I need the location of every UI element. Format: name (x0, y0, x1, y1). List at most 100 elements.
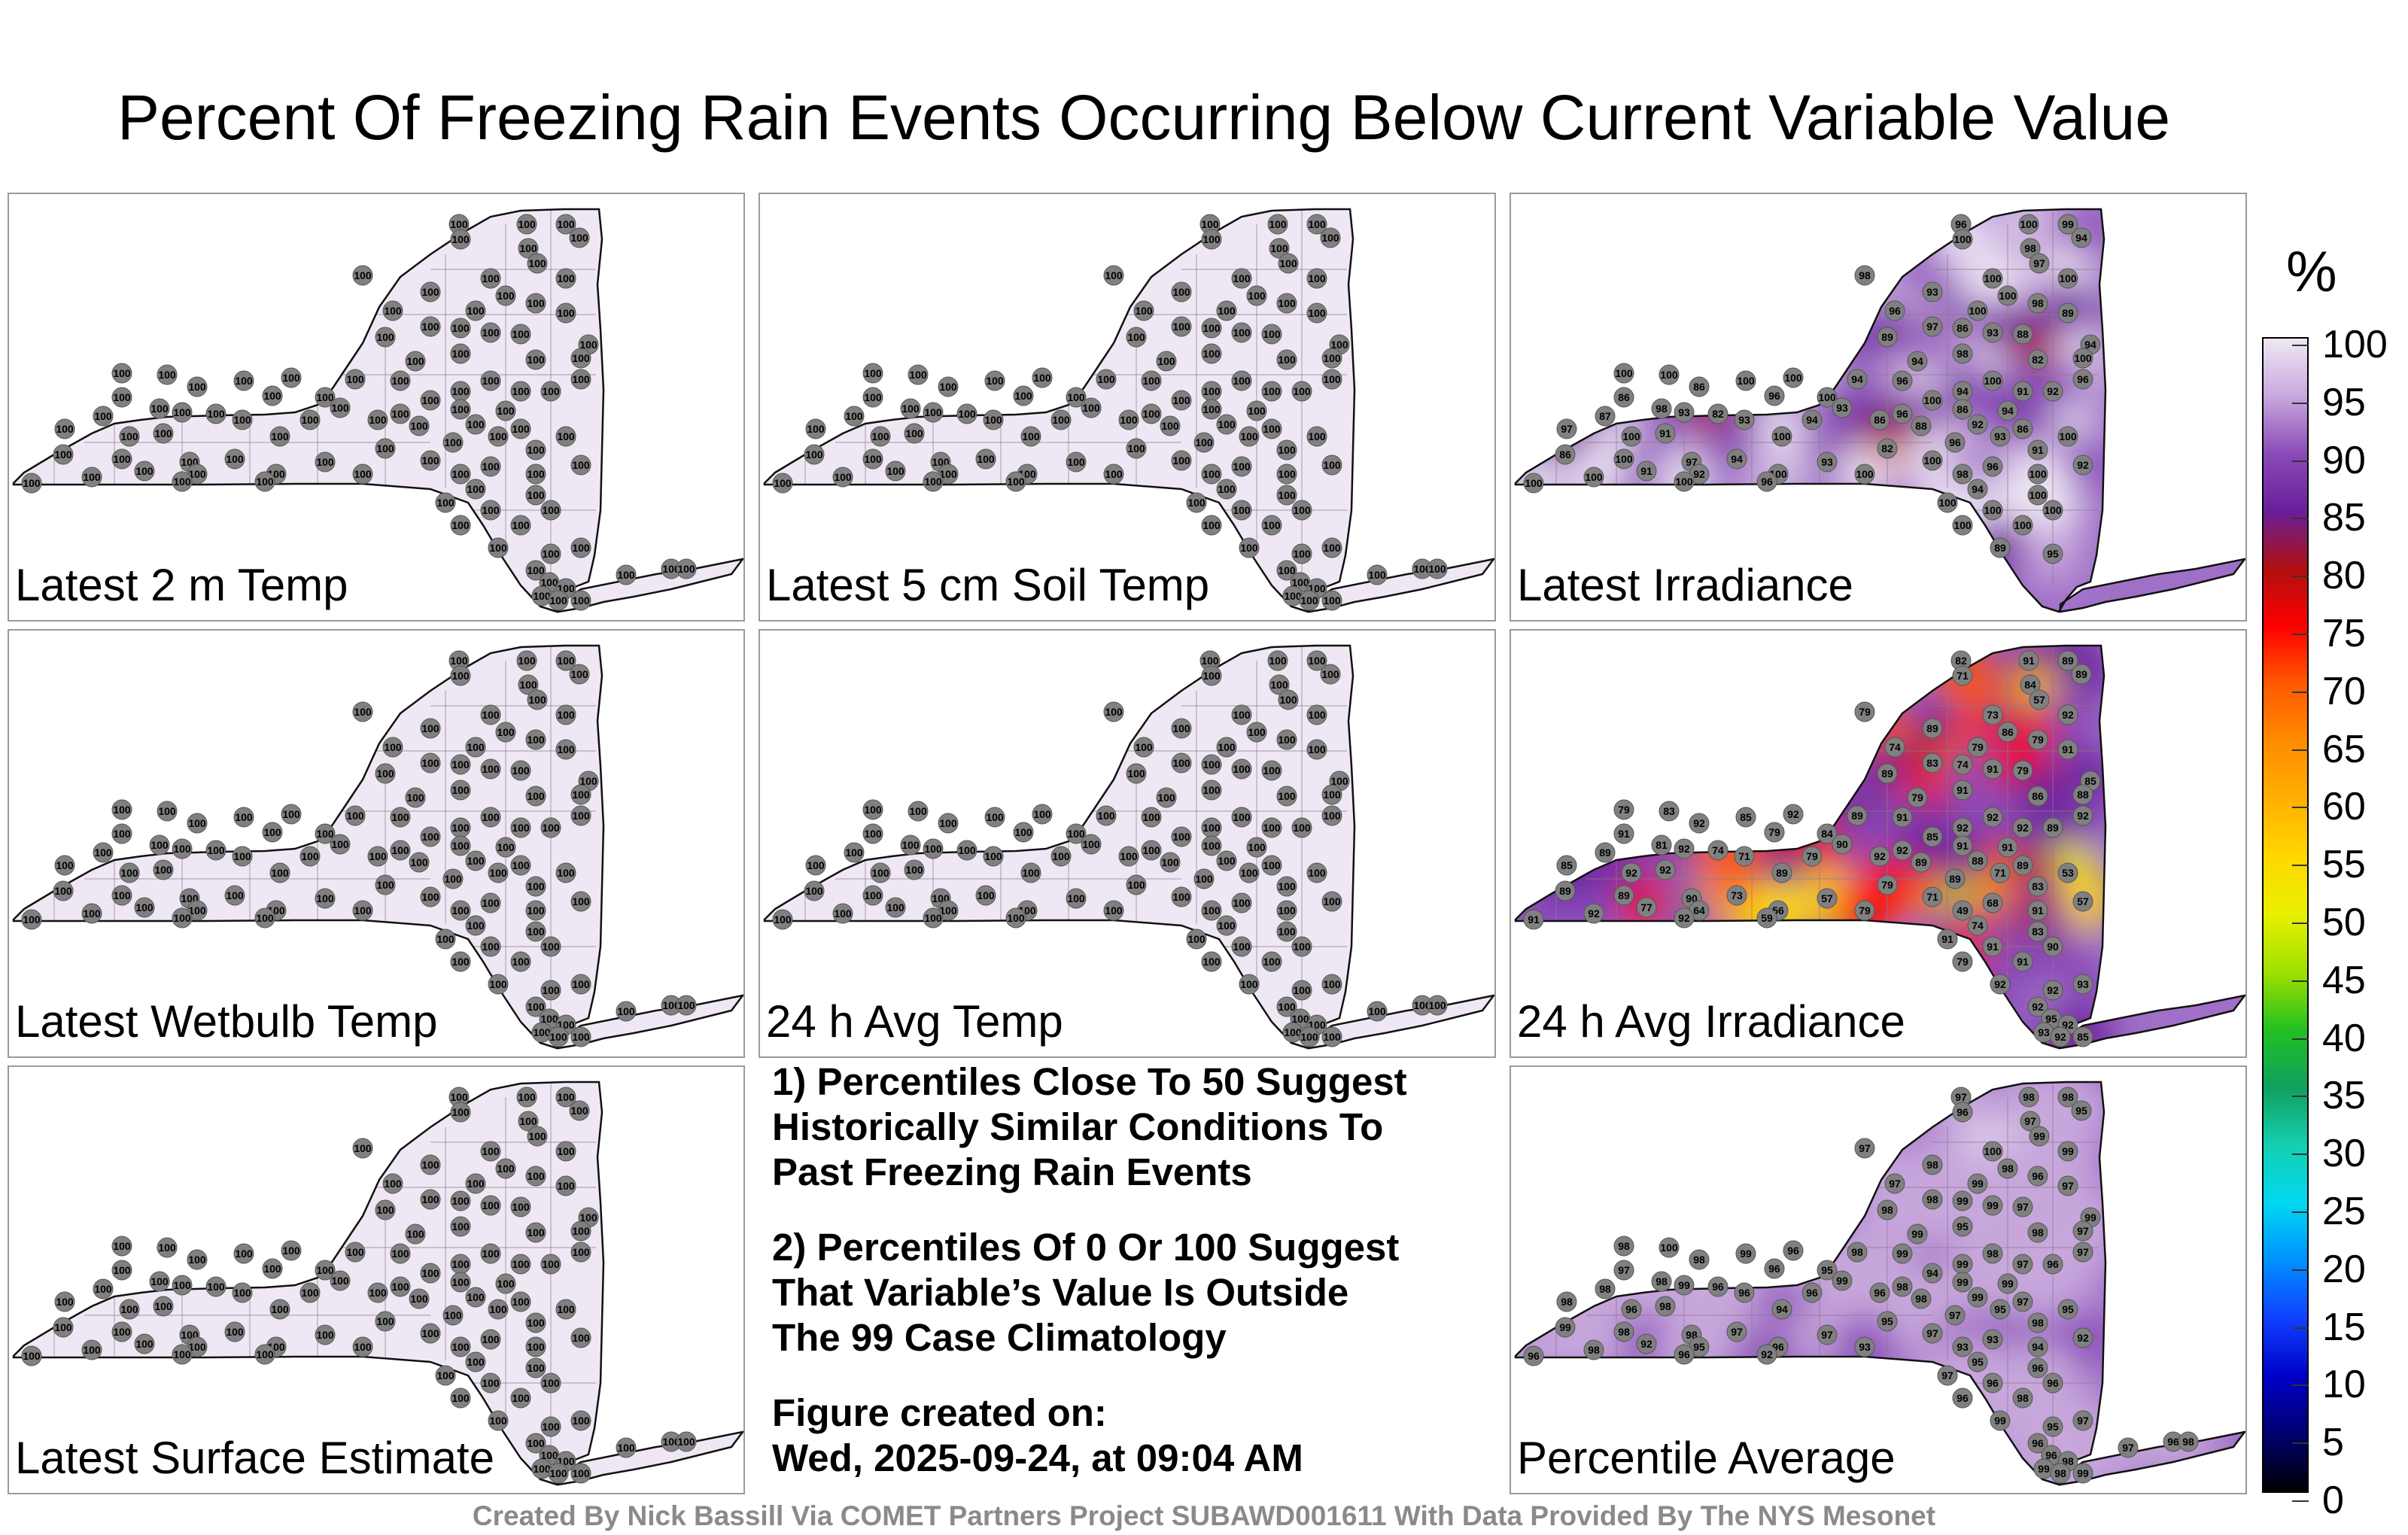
colorbar-tick-mark (2292, 345, 2309, 346)
station-dot (525, 729, 546, 750)
station-value: 100 (540, 576, 558, 588)
station-dot (269, 426, 290, 447)
station-dot (975, 885, 996, 906)
station-marker: 100 (1321, 348, 1342, 369)
station-value: 100 (527, 1362, 545, 1374)
station-marker: 98 (1854, 265, 1875, 286)
station-marker: 86 (1613, 387, 1634, 408)
station-marker: 100 (465, 850, 486, 871)
station-value: 100 (1413, 999, 1431, 1011)
station-marker: 92 (2027, 996, 2048, 1017)
station-dot (1231, 807, 1252, 828)
colorbar-tick-mark (2292, 634, 2309, 635)
station-marker: 91 (1655, 423, 1676, 444)
station-value: 91 (2017, 956, 2029, 968)
station-dot (525, 1433, 546, 1454)
station-marker: 100 (465, 737, 486, 758)
note-1-line-1: 1) Percentiles Close To 50 Suggest (772, 1060, 1407, 1103)
station-value: 94 (2075, 232, 2087, 244)
station-value: 89 (2075, 668, 2087, 680)
station-dot (450, 464, 471, 485)
station-dot (540, 1254, 561, 1275)
station-value: 100 (497, 1278, 515, 1290)
station-value: 100 (346, 1246, 364, 1258)
station-marker: 93 (1832, 397, 1853, 418)
station-dot (1674, 402, 1695, 423)
station-dot (367, 1282, 388, 1303)
station-marker: 73 (1982, 704, 2003, 725)
station-value: 100 (1202, 233, 1221, 245)
station-marker: 92 (1952, 817, 1973, 838)
station-dot (1636, 460, 1657, 482)
station-value: 74 (1889, 741, 1901, 753)
station-dot (1952, 1336, 1973, 1357)
station-value: 100 (1142, 375, 1160, 387)
station-value: 97 (2017, 1258, 2029, 1270)
station-dot (1032, 804, 1053, 825)
station-value: 98 (1618, 1326, 1630, 1338)
station-marker: 100 (510, 817, 531, 838)
station-value: 100 (1082, 402, 1100, 414)
station-value: 92 (1693, 817, 1705, 829)
station-value: 100 (1067, 828, 1085, 840)
station-marker: 100 (1261, 324, 1282, 345)
station-value: 83 (1663, 805, 1675, 817)
station-marker: 100 (269, 426, 290, 447)
station-marker: 98 (1847, 1242, 1868, 1263)
station-marker: 100 (1126, 327, 1147, 348)
station-value: 100 (886, 901, 905, 913)
station-marker: 98 (1982, 1243, 2003, 1264)
station-value: 100 (391, 375, 409, 387)
station-dot (525, 349, 546, 370)
station-dot (2057, 268, 2078, 289)
station-marker: 100 (233, 807, 254, 828)
station-value: 96 (2032, 1362, 2044, 1374)
station-value: 100 (301, 1287, 319, 1299)
station-value: 53 (2062, 867, 2074, 879)
station-dot (1231, 322, 1252, 343)
station-value: 100 (120, 1303, 138, 1315)
station-dot (1555, 1317, 1576, 1338)
station-marker: 99 (2072, 1463, 2093, 1484)
station-marker: 100 (262, 822, 283, 843)
station-dot (804, 880, 825, 901)
station-value: 93 (2077, 978, 2089, 990)
station-dot (2027, 464, 2048, 485)
station-dot (420, 886, 441, 907)
station-dot (2012, 381, 2033, 402)
station-marker: 100 (676, 995, 697, 1016)
station-dot (1922, 390, 1943, 411)
station-dot (1291, 980, 1312, 1001)
station-marker: 100 (1201, 817, 1222, 838)
station-marker: 100 (1020, 426, 1041, 447)
station-dot (420, 826, 441, 847)
station-marker: 59 (1756, 907, 1777, 929)
station-dot (442, 1305, 464, 1326)
station-value: 92 (2054, 1031, 2066, 1043)
station-marker: 100 (375, 1199, 396, 1220)
station-marker: 89 (2012, 855, 2033, 876)
station-value: 100 (1622, 430, 1640, 442)
station-value: 89 (1599, 847, 1611, 859)
station-marker: 91 (2027, 900, 2048, 921)
station-dot (442, 432, 464, 453)
station-value: 100 (421, 891, 439, 903)
station-marker: 100 (390, 1243, 411, 1264)
station-value: 100 (467, 1291, 485, 1303)
station-marker: 100 (448, 1087, 470, 1108)
station-value: 93 (1836, 402, 1848, 414)
station-marker: 92 (2072, 454, 2093, 476)
station-value: 82 (1712, 408, 1724, 420)
station-marker: 96 (1982, 456, 2003, 477)
station-dot (555, 268, 576, 289)
station-dot (1952, 1272, 1973, 1293)
station-marker: 100 (956, 403, 977, 424)
station-value: 94 (1731, 453, 1743, 465)
station-marker: 100 (367, 846, 388, 867)
station-dot (1291, 543, 1312, 564)
station-dot (616, 1437, 637, 1458)
station-marker: 100 (1141, 403, 1162, 424)
station-value: 100 (376, 768, 394, 780)
station-marker: 93 (1922, 281, 1943, 302)
station-value: 68 (1987, 897, 1999, 909)
